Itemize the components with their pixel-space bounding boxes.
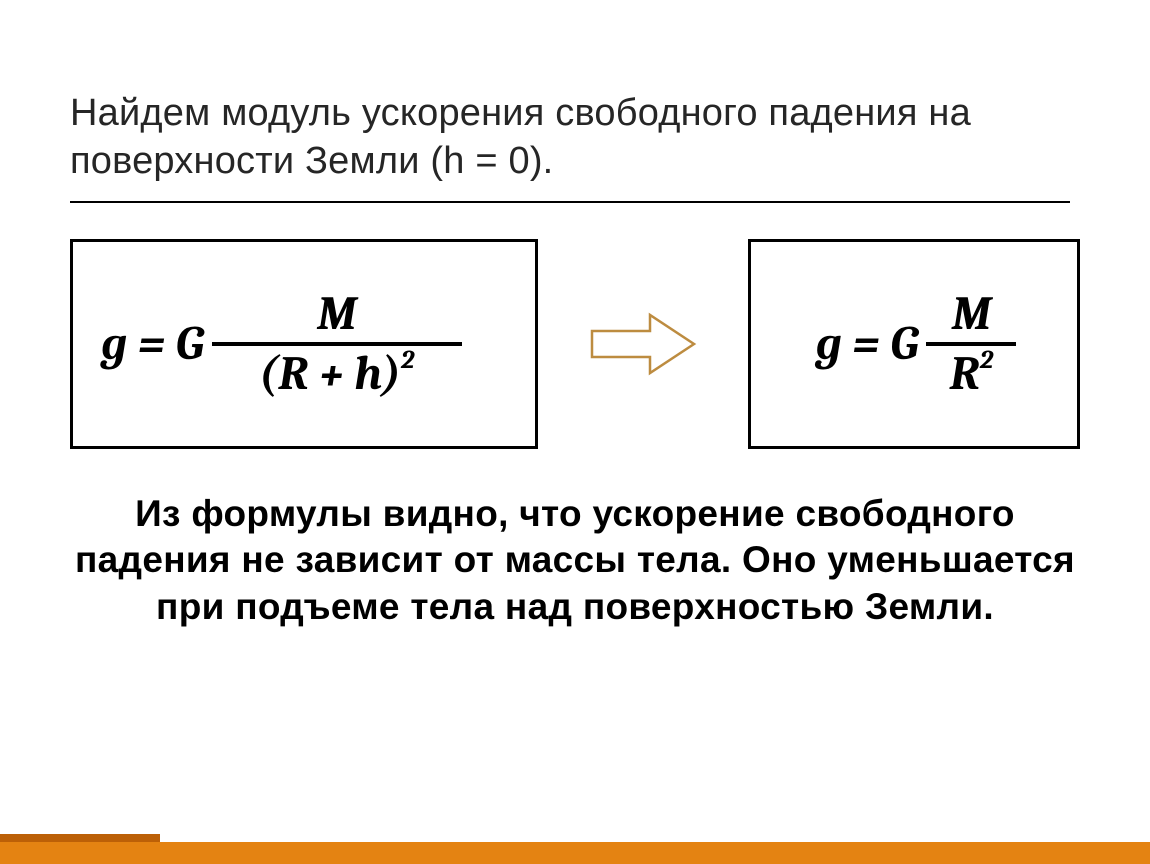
slide-title: Найдем модуль ускорения свободного паден… (70, 90, 1080, 185)
formula-right-numerator: M (946, 286, 998, 342)
formula-left-denominator: (R + h)2 (253, 346, 420, 402)
footer-accent (0, 834, 160, 842)
arrow-right-icon (568, 309, 718, 379)
footer-bar (0, 842, 1150, 864)
formula-box-left: g = G M (R + h)2 (70, 239, 538, 449)
formula-right-lhs: g = G (816, 320, 919, 368)
formula-right-fraction: M R2 (926, 286, 1016, 402)
title-underline (70, 201, 1070, 203)
formula-left-numerator: M (311, 286, 363, 342)
formula-right-denominator: R2 (944, 346, 1000, 402)
formula-row: g = G M (R + h)2 g = G M R2 (70, 239, 1080, 449)
slide: Найдем модуль ускорения свободного паден… (0, 0, 1150, 864)
body-text: Из формулы видно, что ускорение свободно… (75, 491, 1075, 630)
formula-box-right: g = G M R2 (748, 239, 1080, 449)
formula-left-lhs: g = G (101, 320, 204, 368)
formula-left-fraction: M (R + h)2 (212, 286, 462, 402)
